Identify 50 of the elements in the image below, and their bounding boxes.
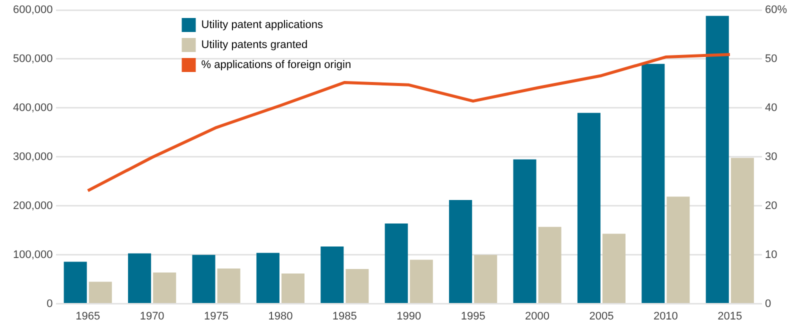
x-tick-label: 2005	[589, 310, 614, 322]
bar	[410, 260, 433, 304]
bar	[474, 254, 498, 304]
y2-tick-label: 30	[764, 150, 778, 163]
bar	[577, 112, 600, 304]
bar	[730, 158, 754, 304]
y-tick-label: 300,000	[12, 150, 53, 163]
legend-label: Utility patents granted	[201, 39, 308, 52]
y2-tick-label: 40	[764, 102, 778, 114]
bar	[666, 196, 690, 304]
legend-label: % applications of foreign origin	[201, 59, 352, 72]
y2-tick-label: 60%	[764, 4, 788, 16]
x-tick-label: 2010	[653, 310, 678, 322]
x-tick-label: 1975	[204, 310, 229, 322]
bar	[192, 254, 216, 304]
bar	[538, 226, 562, 304]
x-tick-label: 1970	[140, 310, 164, 322]
bar	[281, 273, 305, 304]
bar	[602, 234, 626, 304]
y2-tick-label: 20	[764, 200, 778, 212]
y-tick-label: 100,000	[12, 248, 53, 261]
x-tick-label: 2015	[718, 310, 742, 322]
bar	[128, 253, 152, 304]
legend-label: Utility patent applications	[201, 19, 324, 32]
y-tick-label: 500,000	[12, 53, 53, 65]
x-tick-label: 2000	[525, 310, 550, 322]
bar	[64, 262, 87, 304]
x-tick-label: 1995	[460, 310, 486, 322]
bar	[384, 223, 408, 304]
y-tick-label: 400,000	[12, 102, 53, 114]
bar	[449, 200, 472, 304]
x-tick-label: 1965	[76, 310, 100, 322]
bar	[217, 268, 240, 304]
x-tick-label: 1980	[268, 310, 293, 322]
bar	[706, 16, 729, 304]
bar	[346, 269, 369, 304]
y-tick-label: 600,000	[12, 4, 53, 16]
bar	[320, 246, 344, 304]
bar	[88, 282, 112, 304]
bar	[153, 272, 176, 304]
y2-tick-label: 10	[764, 248, 778, 261]
y2-tick-label: 50	[764, 53, 778, 65]
bar	[642, 64, 665, 304]
y-tick-label: 0	[46, 298, 53, 310]
y2-tick-label: 0	[764, 298, 772, 310]
y-tick-label: 200,000	[12, 200, 53, 212]
x-tick-label: 1990	[396, 310, 422, 322]
x-tick-label: 1985	[332, 310, 357, 322]
bar	[513, 159, 536, 304]
bar	[256, 252, 280, 304]
